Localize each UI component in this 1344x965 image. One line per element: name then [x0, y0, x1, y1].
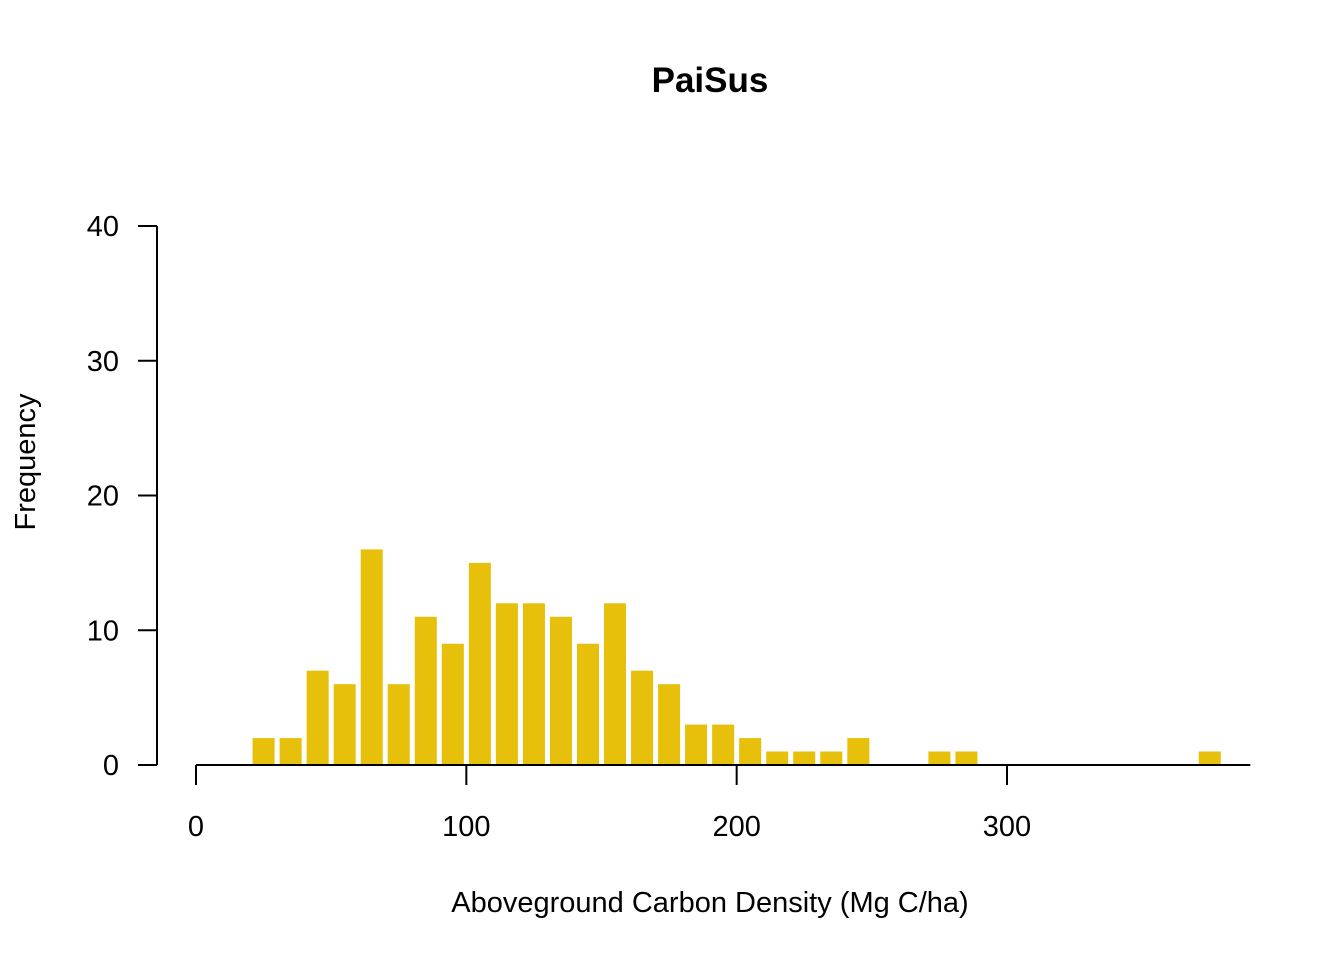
histogram-bar [549, 616, 572, 765]
bars-layer [252, 549, 1221, 766]
histogram-bar [387, 684, 410, 765]
histogram-bar [252, 738, 275, 765]
histogram-bar [712, 724, 735, 765]
y-tick-label: 40 [87, 211, 119, 243]
x-axis-ticks: 0 100 200 300 [188, 765, 1031, 843]
histogram-bar [955, 751, 978, 765]
histogram-bar [685, 724, 708, 765]
x-tick-label: 100 [442, 811, 490, 843]
histogram-bar [1198, 751, 1221, 765]
histogram-bar [414, 616, 437, 765]
histogram-bar [739, 738, 762, 765]
histogram-bar [306, 670, 329, 765]
histogram-bar [360, 549, 383, 765]
histogram-bar [522, 603, 545, 765]
x-tick-label: 300 [983, 811, 1031, 843]
y-tick-label: 10 [87, 615, 119, 647]
y-tick-label: 0 [103, 750, 119, 782]
histogram-bar [658, 684, 681, 765]
histogram-bar [468, 562, 491, 766]
y-axis-ticks: 0 10 20 30 40 [87, 211, 157, 782]
histogram-bar [631, 670, 654, 765]
y-axis-label: Frequency [10, 393, 42, 531]
histogram-bar [793, 751, 816, 765]
y-tick-label: 30 [87, 346, 119, 378]
chart-title: PaiSus [652, 61, 769, 100]
histogram-bar [604, 603, 627, 765]
histogram-bar [576, 643, 599, 765]
histogram-bar [441, 643, 464, 765]
histogram-bar [495, 603, 518, 765]
x-axis-label: Aboveground Carbon Density (Mg C/ha) [451, 887, 968, 919]
histogram-bar [820, 751, 843, 765]
histogram-bar [279, 738, 302, 765]
histogram-bar [847, 738, 870, 765]
x-tick-label: 0 [188, 811, 204, 843]
y-tick-label: 20 [87, 481, 119, 513]
histogram-bar [766, 751, 789, 765]
x-tick-label: 200 [712, 811, 760, 843]
histogram-bar [333, 684, 356, 765]
histogram-bar [928, 751, 951, 765]
